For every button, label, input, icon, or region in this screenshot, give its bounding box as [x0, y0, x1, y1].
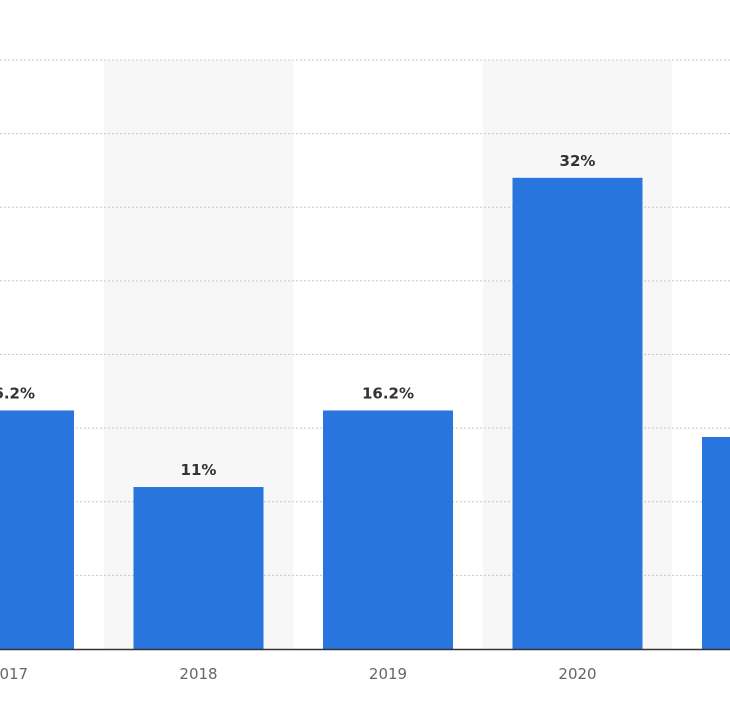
- tick-label-2019: 2019: [369, 665, 407, 683]
- bar-2019: [323, 410, 453, 649]
- x-tick-labels: 2017 2018 2019 2020: [0, 665, 597, 683]
- bar-2021: [702, 436, 730, 649]
- tick-label-2017: 2017: [0, 665, 28, 683]
- tick-label-2018: 2018: [179, 665, 217, 683]
- value-label-2019: 16.2%: [362, 384, 414, 402]
- bar-2017: [0, 410, 74, 649]
- bar-2018: [133, 487, 264, 649]
- value-labels: 16.2% 11% 16.2% 32%: [0, 152, 595, 479]
- tick-label-2020: 2020: [558, 665, 596, 683]
- bar-2020: [512, 177, 643, 650]
- value-label-2018: 11%: [181, 461, 217, 479]
- bars: [0, 177, 730, 650]
- value-label-2020: 32%: [560, 152, 596, 170]
- value-label-2017: 16.2%: [0, 384, 35, 402]
